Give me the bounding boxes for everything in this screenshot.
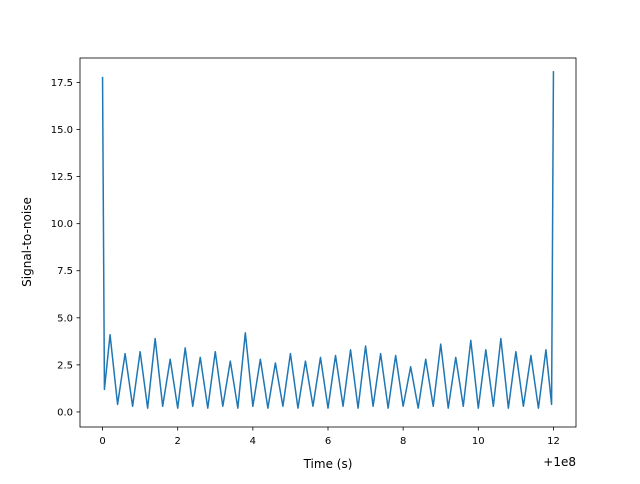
y-axis-ticks: 0.0 2.5 5.0 7.5 10.0 12.5 15.0 17.5 xyxy=(51,78,80,418)
x-axis-label: Time (s) xyxy=(303,457,353,471)
x-tick-label: 12 xyxy=(547,436,560,447)
y-tick-label: 10.0 xyxy=(51,219,73,230)
x-tick-label: 10 xyxy=(472,436,485,447)
x-tick-label: 6 xyxy=(325,436,331,447)
x-tick-label: 2 xyxy=(175,436,181,447)
series-layer xyxy=(101,71,555,409)
y-tick-label: 5.0 xyxy=(57,313,73,324)
y-tick-label: 7.5 xyxy=(57,266,73,277)
y-tick-label: 2.5 xyxy=(57,360,73,371)
x-tick-label: 4 xyxy=(250,436,256,447)
x-axis-ticks: 0 2 4 6 8 10 12 xyxy=(99,427,560,447)
x-tick-label: 0 xyxy=(99,436,105,447)
y-tick-label: 12.5 xyxy=(51,172,73,183)
y-axis-label: Signal-to-noise xyxy=(20,197,34,287)
series-line-0 xyxy=(101,71,555,409)
x-tick-label: 8 xyxy=(400,436,406,447)
x-axis-offset-label: +1e8 xyxy=(543,455,576,469)
y-tick-label: 0.0 xyxy=(57,407,73,418)
y-tick-label: 15.0 xyxy=(51,125,73,136)
y-tick-label: 17.5 xyxy=(51,78,73,89)
